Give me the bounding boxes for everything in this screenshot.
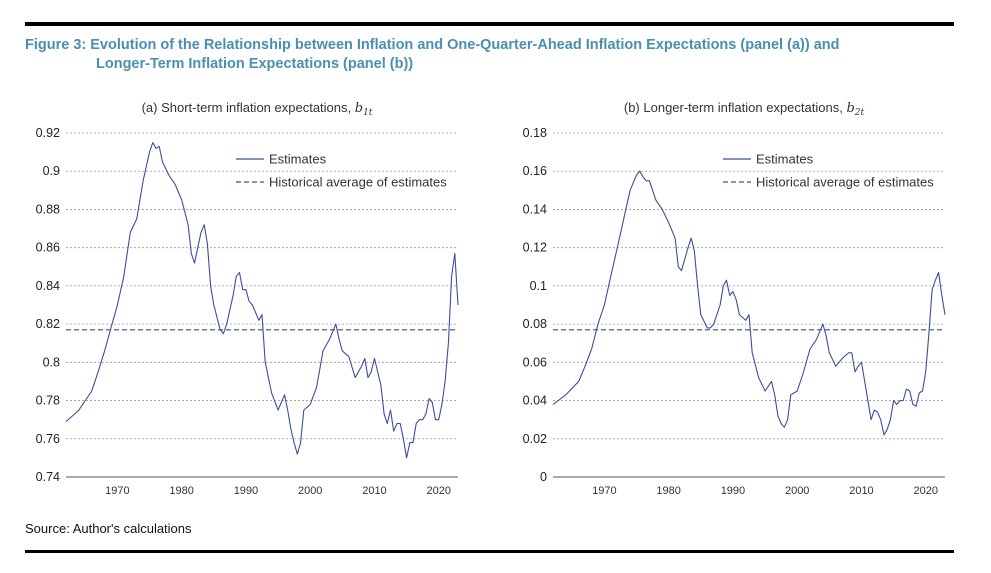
panel-b-ytick-label: 0.02 [523,432,547,446]
panel-a-xtick-label: 1990 [234,485,258,497]
panel-b-ytick-label: 0.1 [530,279,547,293]
panel-a-ytick-label: 0.88 [36,202,60,216]
figure-title: Figure 3: Evolution of the Relationship … [25,36,945,74]
top-rule [25,22,954,26]
panel-b-xtick-label: 2020 [913,485,937,497]
figure-title-line1: Figure 3: Evolution of the Relationship … [25,37,840,53]
panel-a-ytick-label: 0.8 [43,355,60,369]
panel-a-legend-label: Estimates [269,152,327,167]
chart-panel-b: (b) Longer-term inflation expectations, … [523,100,946,497]
panel-a-legend-label: Historical average of estimates [269,175,447,190]
figure-title-line2: Longer-Term Inflation Expectations (pane… [96,56,414,72]
panel-a-ytick-label: 0.78 [36,394,60,408]
panel-a-title: (a) Short-term inflation expectations, b… [142,100,373,118]
panel-a-xtick-label: 1970 [105,485,129,497]
panel-b-legend-label: Estimates [756,152,814,167]
panel-b-ytick-label: 0.06 [523,355,547,369]
panel-b-xtick-label: 1990 [721,485,745,497]
panel-a-ytick-label: 0.74 [36,470,60,484]
panel-b-ytick-label: 0.08 [523,317,547,331]
panel-b-ytick-label: 0.12 [523,241,547,255]
panel-b-title: (b) Longer-term inflation expectations, … [624,100,865,118]
panel-a-estimates-line [65,142,459,459]
panel-a-ytick-label: 0.92 [36,126,60,140]
panel-a-xtick-label: 2010 [362,485,386,497]
panel-b-xtick-label: 1970 [592,485,616,497]
bottom-rule [25,550,954,553]
panel-a-xtick-label: 2020 [426,485,450,497]
source-note: Source: Author's calculations [25,521,192,536]
panel-b-ytick-label: 0.18 [523,126,547,140]
panel-b-ytick-label: 0.04 [523,394,547,408]
chart-panel-a: (a) Short-term inflation expectations, b… [36,100,459,497]
panel-a-xtick-label: 1980 [169,485,193,497]
panel-b-ytick-label: 0.14 [523,202,547,216]
panel-a-ytick-label: 0.76 [36,432,60,446]
panel-b-xtick-label: 2000 [785,485,809,497]
panel-b-ytick-label: 0 [540,470,547,484]
panel-b-xtick-label: 2010 [849,485,873,497]
panel-a-ytick-label: 0.82 [36,317,60,331]
panel-b-legend-label: Historical average of estimates [756,175,934,190]
panel-a-ytick-label: 0.9 [43,164,60,178]
panel-a-ytick-label: 0.84 [36,279,60,293]
panel-a-xtick-label: 2000 [298,485,322,497]
panel-b-ytick-label: 0.16 [523,164,547,178]
panel-b-estimates-line [552,170,946,436]
panel-b-xtick-label: 1980 [656,485,680,497]
panel-a-ytick-label: 0.86 [36,241,60,255]
